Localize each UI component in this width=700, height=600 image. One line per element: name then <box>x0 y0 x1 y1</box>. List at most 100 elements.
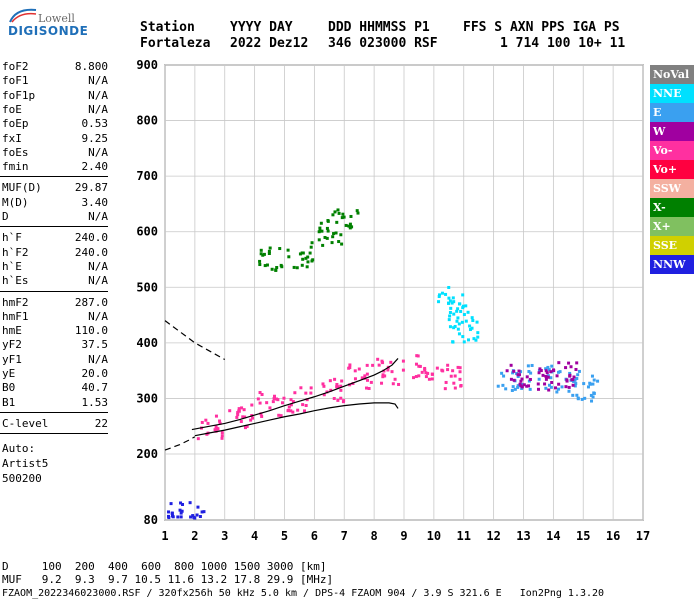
echo-point <box>270 267 274 271</box>
muf-row: MUF 9.2 9.3 9.7 10.5 11.6 13.2 17.8 29.9… <box>2 573 334 586</box>
echo-point <box>239 420 243 424</box>
echo-point <box>511 371 515 375</box>
footer-filename: FZAOM_2022346023000.RSF / 320fx256h 50 k… <box>2 588 605 599</box>
echo-point <box>218 421 222 425</box>
echo-point <box>348 226 352 230</box>
echo-point <box>557 387 561 391</box>
echo-point <box>470 326 474 330</box>
echo-point <box>397 382 401 386</box>
legend-item-ssw: SSW <box>650 179 694 198</box>
echo-point <box>325 236 329 240</box>
echo-point <box>448 299 452 303</box>
echo-point <box>516 374 520 378</box>
echo-point <box>459 309 463 313</box>
echo-point <box>575 377 579 381</box>
echo-point <box>541 373 545 377</box>
echo-point <box>258 259 262 263</box>
d-row: D 100 200 400 600 800 1000 1500 3000 [km… <box>2 560 327 573</box>
trace-line-1 <box>194 402 399 437</box>
param-label: MUF(D) <box>2 181 42 195</box>
echo-point <box>180 509 184 513</box>
echo-point <box>452 312 456 316</box>
echo-point <box>586 385 590 389</box>
echo-point <box>348 366 352 370</box>
echo-point <box>575 393 579 397</box>
param-row: hmF1 N/A <box>2 309 108 324</box>
param-value: 2.40 <box>81 160 109 174</box>
y-tick-label: 200 <box>136 447 158 461</box>
param-label: B1 <box>2 395 16 409</box>
echo-point <box>332 232 336 236</box>
echo-point <box>414 362 418 366</box>
echo-point <box>339 233 343 237</box>
echo-point <box>333 210 337 214</box>
echo-point <box>417 374 421 378</box>
echo-point <box>571 393 575 397</box>
param-value: N/A <box>88 274 108 288</box>
echo-point <box>179 511 183 515</box>
param-row: foE N/A <box>2 102 108 117</box>
param-value: 37.5 <box>81 338 109 352</box>
echo-point <box>458 366 462 370</box>
param-row: foEs N/A <box>2 145 108 160</box>
param-value: 20.0 <box>81 367 109 380</box>
echo-point <box>423 368 427 372</box>
echo-point <box>438 293 442 297</box>
echo-point <box>305 265 309 269</box>
echo-point <box>279 414 283 418</box>
echo-point <box>573 384 577 388</box>
echo-point <box>258 263 262 267</box>
echo-point <box>381 373 385 377</box>
param-label: h`F <box>2 231 22 245</box>
param-row: h`F 240.0 <box>2 230 108 245</box>
echo-point <box>574 367 578 371</box>
autoscaling-line2: Artist5 <box>2 457 49 471</box>
echo-point <box>369 380 373 384</box>
echo-point <box>295 266 299 270</box>
header-date-value: 2022 Dez12 <box>230 36 309 51</box>
echo-point <box>331 235 335 239</box>
echo-point <box>260 393 264 397</box>
param-label: fmin <box>2 160 29 174</box>
echo-point <box>293 391 297 395</box>
param-value: 9.25 <box>81 131 109 145</box>
echo-point <box>289 409 293 413</box>
echo-point <box>236 411 240 415</box>
echo-point <box>301 251 305 255</box>
x-tick-label: 17 <box>636 529 650 543</box>
echo-point <box>250 403 254 407</box>
param-row: foF2 8.800 <box>2 59 108 74</box>
echo-point <box>200 510 204 514</box>
echo-point <box>282 396 286 400</box>
echo-point <box>178 508 182 512</box>
echo-point <box>547 383 551 387</box>
echo-point <box>272 397 276 401</box>
echo-point <box>333 377 337 381</box>
echo-point <box>179 515 183 519</box>
autoscaling-line3: 500200 <box>2 472 42 486</box>
echo-point <box>451 296 455 300</box>
echo-point <box>504 387 508 391</box>
echo-point <box>220 436 224 440</box>
echo-point <box>576 397 580 401</box>
echo-point <box>341 212 345 216</box>
echo-point <box>340 379 344 383</box>
param-row: B1 1.53 <box>2 395 108 410</box>
echo-point <box>517 373 521 377</box>
echo-point <box>412 376 416 380</box>
header-time-label: DDD HHMMSS P1 <box>328 20 430 35</box>
param-separator <box>0 411 108 413</box>
echo-point <box>520 386 524 390</box>
echo-point <box>267 249 271 253</box>
echo-point <box>456 327 460 331</box>
x-tick-label: 13 <box>516 529 530 543</box>
echo-point <box>286 408 290 412</box>
echo-point <box>335 385 339 389</box>
echo-point <box>332 396 336 400</box>
echo-point <box>457 302 461 306</box>
echo-point <box>170 512 174 516</box>
param-label: foF1p <box>2 88 36 102</box>
y-tick-label: 400 <box>136 336 158 350</box>
echo-point <box>309 386 313 390</box>
param-value: N/A <box>88 210 108 223</box>
